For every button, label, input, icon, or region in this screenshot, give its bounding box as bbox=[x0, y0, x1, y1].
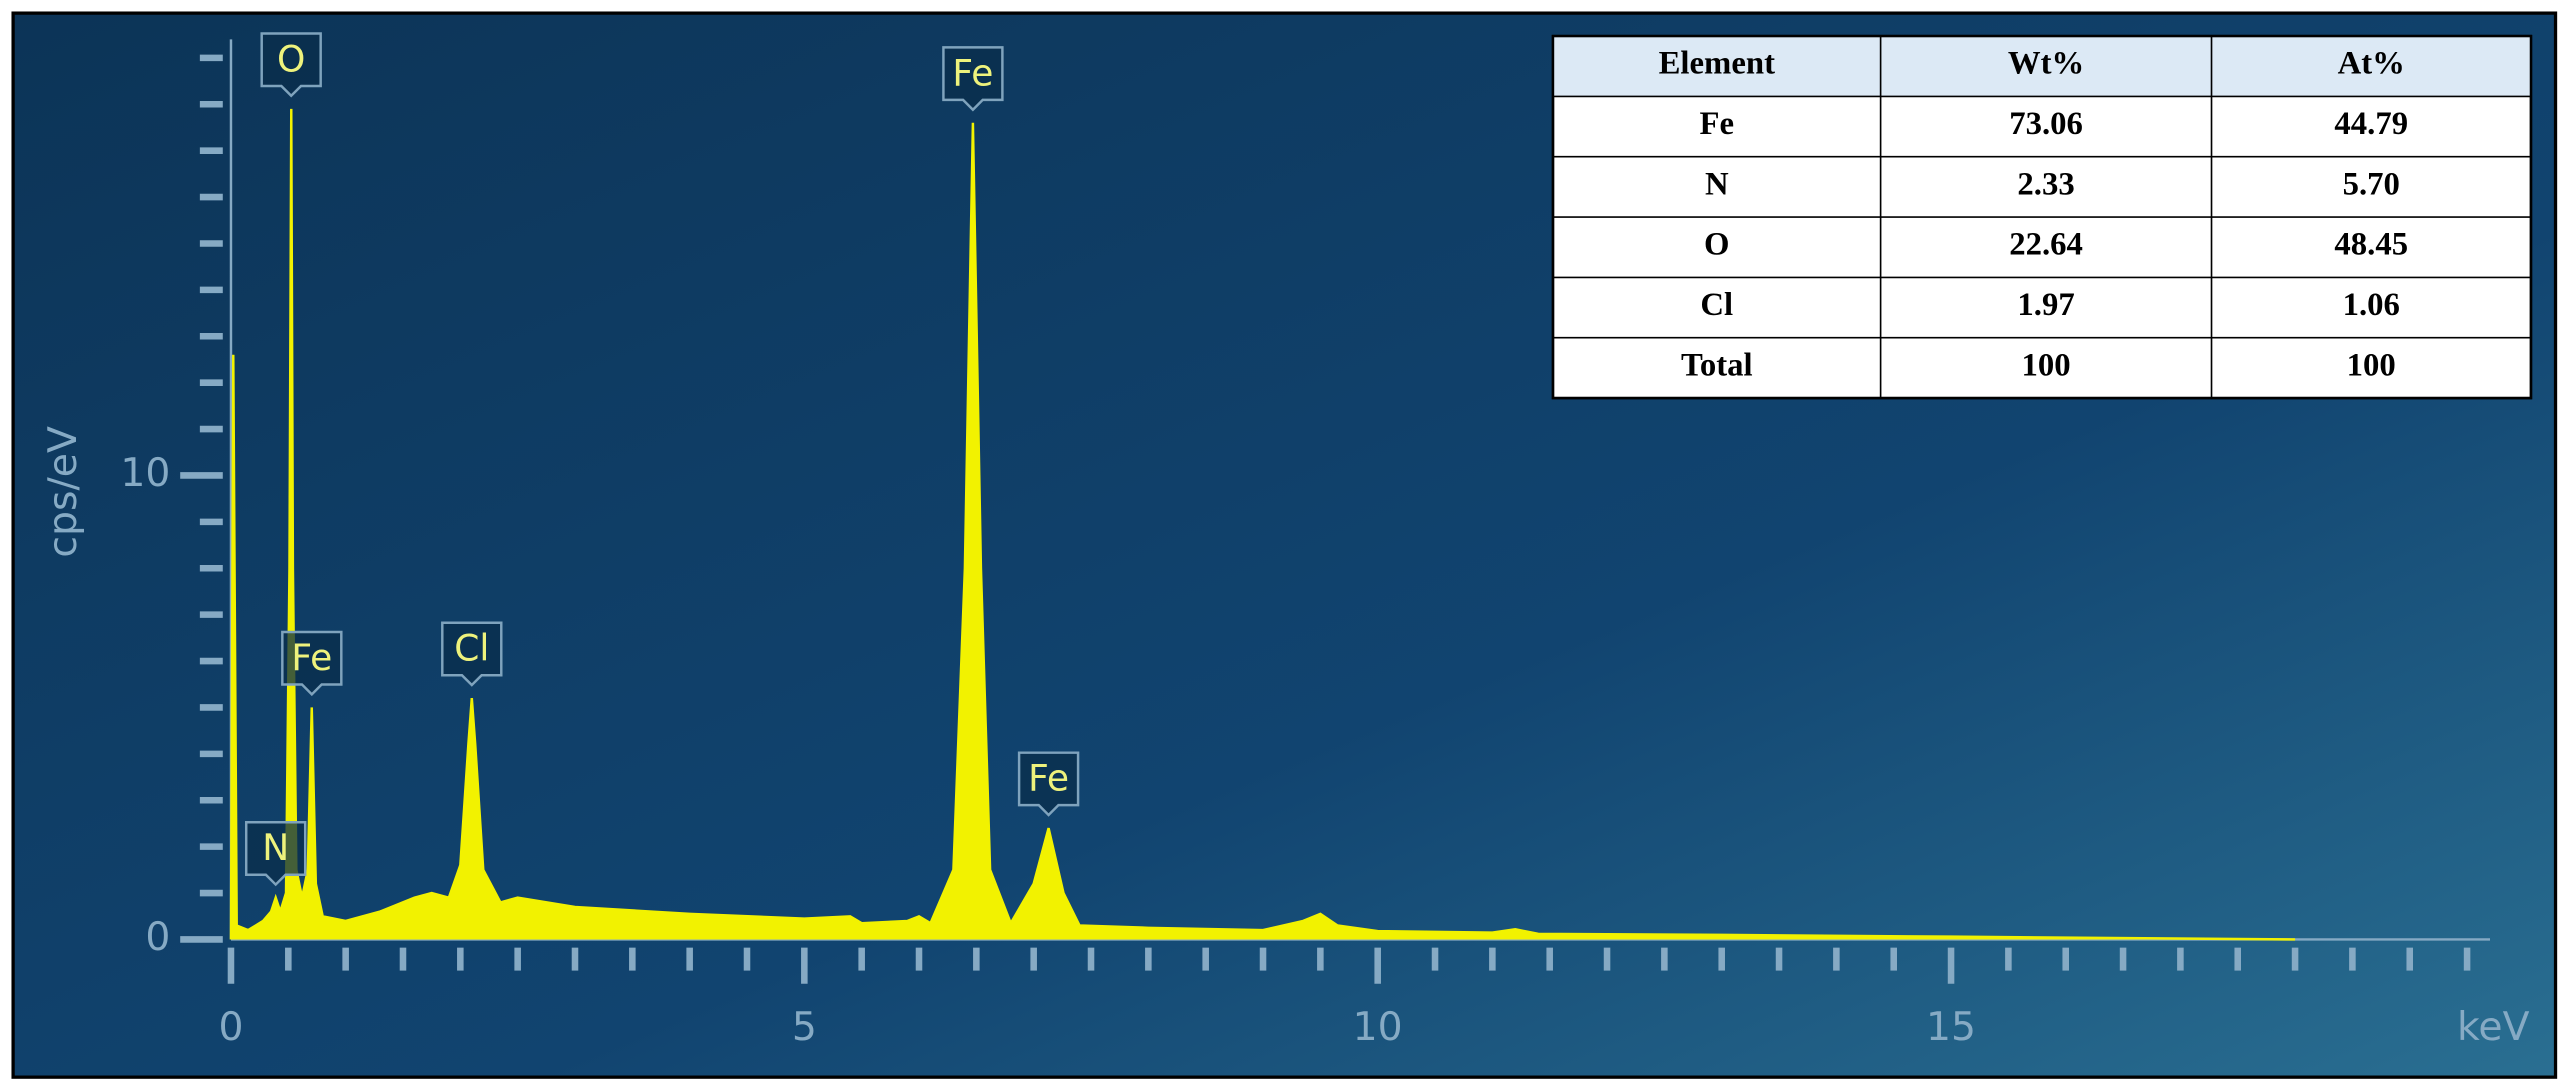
table-cell: 22.64 bbox=[2009, 227, 2083, 263]
table-cell: Total bbox=[1681, 347, 1753, 383]
table-cell: Fe bbox=[1700, 106, 1735, 142]
peak-label-text: O bbox=[277, 38, 305, 80]
peak-label-text: Fe bbox=[1028, 758, 1069, 800]
y-tick-label: 0 bbox=[145, 914, 170, 960]
x-tick-label: 5 bbox=[792, 1004, 817, 1050]
peak-label-box bbox=[1017, 751, 1080, 817]
spectrum-line bbox=[229, 108, 2296, 941]
peak-label-text: Fe bbox=[952, 52, 993, 94]
table-cell: 100 bbox=[2021, 347, 2070, 383]
peak-label: Fe bbox=[281, 630, 343, 697]
peak-label-box bbox=[942, 46, 1004, 112]
table-cell: 73.06 bbox=[2009, 106, 2083, 142]
peak-label: Fe bbox=[1017, 751, 1080, 817]
table-cell: O bbox=[1704, 227, 1729, 263]
peak-label-box bbox=[244, 821, 307, 887]
y-axis-label: cps/eV bbox=[40, 426, 86, 558]
x-tick-label: 10 bbox=[1353, 1004, 1403, 1050]
table-cell: 44.79 bbox=[2334, 106, 2408, 142]
table-cell: Element bbox=[1659, 46, 1776, 82]
table-header-background bbox=[1552, 36, 2531, 97]
table-cell: 48.45 bbox=[2334, 227, 2408, 263]
table-cell: Wt% bbox=[2008, 46, 2084, 82]
peak-label-box bbox=[441, 621, 503, 687]
table-cell: Cl bbox=[1700, 287, 1733, 323]
x-tick-label: 15 bbox=[1926, 1004, 1976, 1050]
table-cell: At% bbox=[2338, 46, 2405, 82]
peak-label: N bbox=[244, 821, 307, 887]
table-cell: 1.06 bbox=[2343, 287, 2400, 323]
composition-table: Element Wt% At% Fe 73.06 44.79 N 2.33 5.70 O 22.64… bbox=[1551, 34, 2533, 400]
table-cell: N bbox=[1705, 166, 1729, 202]
peak-label: Cl bbox=[441, 621, 503, 687]
peak-label-text: N bbox=[262, 827, 289, 869]
x-axis-label: keV bbox=[2457, 1004, 2530, 1050]
peak-label-text: Cl bbox=[454, 628, 489, 670]
table-cell: 100 bbox=[2347, 347, 2396, 383]
table-border bbox=[1551, 34, 2533, 400]
table-cell: 2.33 bbox=[2017, 166, 2074, 202]
table-cell: 1.97 bbox=[2017, 287, 2074, 323]
peak-label: O bbox=[260, 32, 322, 98]
table-cell: 5.70 bbox=[2343, 166, 2400, 202]
y-tick-label: 10 bbox=[120, 450, 170, 496]
peak-label: Fe bbox=[942, 46, 1004, 112]
peak-label-text: Fe bbox=[291, 637, 332, 679]
peak-label-box bbox=[281, 630, 343, 697]
peak-label-box bbox=[260, 32, 322, 98]
x-tick-label: 0 bbox=[218, 1004, 243, 1050]
